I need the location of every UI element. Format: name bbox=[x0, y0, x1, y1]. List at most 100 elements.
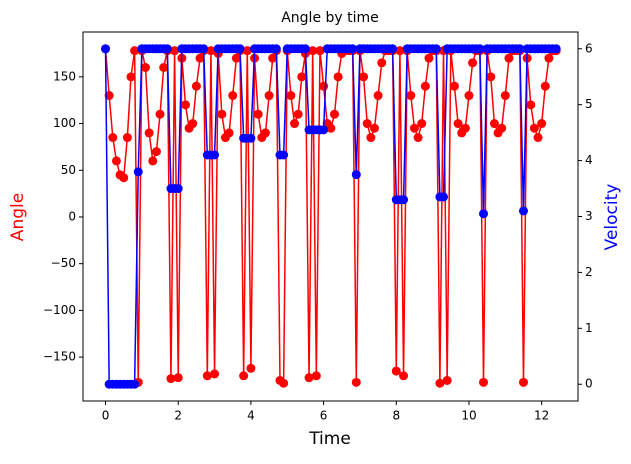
series-marker bbox=[133, 167, 143, 177]
series-marker bbox=[537, 119, 547, 129]
x-tick-label: 6 bbox=[320, 409, 328, 423]
series-marker bbox=[170, 46, 180, 56]
series-marker bbox=[151, 147, 161, 157]
series-marker bbox=[159, 62, 169, 72]
y2-tick-label: 1 bbox=[585, 321, 593, 335]
series-marker bbox=[366, 133, 376, 143]
series-marker bbox=[515, 44, 525, 54]
series-marker bbox=[231, 53, 241, 63]
series-marker bbox=[526, 100, 536, 110]
series-marker bbox=[486, 72, 496, 82]
series-marker bbox=[104, 91, 114, 101]
x-tick-label: 8 bbox=[392, 409, 400, 423]
series-line bbox=[104, 48, 557, 385]
series-marker bbox=[246, 133, 256, 143]
series-marker bbox=[246, 363, 256, 373]
plot-frame bbox=[82, 31, 579, 402]
x-tick-label: 4 bbox=[247, 409, 255, 423]
series-marker bbox=[217, 109, 227, 119]
y-tick-label: 150 bbox=[53, 69, 76, 83]
series-marker bbox=[155, 109, 165, 119]
y-tick-label: −100 bbox=[43, 303, 76, 317]
series-marker bbox=[359, 72, 369, 82]
y-tick-label: 100 bbox=[53, 116, 76, 130]
series-marker bbox=[442, 375, 452, 385]
y2-tick-label: 5 bbox=[585, 97, 593, 111]
series-marker bbox=[311, 371, 321, 381]
series-marker bbox=[529, 123, 539, 133]
series-marker bbox=[144, 128, 154, 138]
series-marker bbox=[290, 119, 300, 129]
y2-tick-label: 4 bbox=[585, 153, 593, 167]
series-marker bbox=[199, 44, 209, 54]
series-marker bbox=[435, 378, 445, 388]
x-tick-label: 2 bbox=[174, 409, 182, 423]
series-marker bbox=[377, 58, 387, 68]
y2-tick-label: 0 bbox=[585, 377, 593, 391]
series-marker bbox=[191, 81, 201, 91]
series-marker bbox=[130, 379, 140, 389]
series-marker bbox=[210, 150, 220, 160]
series-marker bbox=[409, 123, 419, 133]
series-marker bbox=[388, 44, 398, 54]
y2-tick-label: 2 bbox=[585, 265, 593, 279]
series-marker bbox=[297, 72, 307, 82]
x-tick-label: 0 bbox=[102, 409, 110, 423]
series-marker bbox=[399, 371, 409, 381]
series-marker bbox=[308, 46, 318, 56]
series-marker bbox=[195, 53, 205, 63]
series-marker bbox=[268, 53, 278, 63]
series-marker bbox=[333, 72, 343, 82]
series-marker bbox=[166, 374, 176, 384]
series-marker bbox=[279, 378, 289, 388]
series-marker bbox=[453, 119, 463, 129]
y2-tick-label: 3 bbox=[585, 209, 593, 223]
series-marker bbox=[362, 119, 372, 129]
series-marker bbox=[479, 209, 489, 219]
series-marker bbox=[468, 58, 478, 68]
series-marker bbox=[279, 150, 289, 160]
series-marker bbox=[173, 373, 183, 383]
series-marker bbox=[406, 91, 416, 101]
series-marker bbox=[300, 44, 310, 54]
series-marker bbox=[315, 46, 325, 56]
series-marker bbox=[326, 123, 336, 133]
series-marker bbox=[206, 46, 216, 56]
series-marker bbox=[130, 46, 140, 56]
series-marker bbox=[101, 44, 111, 54]
series-marker bbox=[228, 91, 238, 101]
series-marker bbox=[148, 156, 158, 166]
series-marker bbox=[271, 44, 281, 54]
series-marker bbox=[304, 373, 314, 383]
series-marker bbox=[224, 128, 234, 138]
series-marker bbox=[417, 119, 427, 129]
series-marker bbox=[348, 44, 358, 54]
y2-tick-label: 6 bbox=[585, 41, 593, 55]
y-tick-label: −150 bbox=[43, 350, 76, 364]
series-marker bbox=[544, 53, 554, 63]
series-marker bbox=[369, 123, 379, 133]
series-marker bbox=[475, 44, 485, 54]
chart-title: Angle by time bbox=[281, 10, 379, 26]
series-marker bbox=[293, 109, 303, 119]
series-marker bbox=[111, 156, 121, 166]
x-tick-label: 12 bbox=[534, 409, 549, 423]
series-marker bbox=[180, 100, 190, 110]
series-marker bbox=[533, 133, 543, 143]
series-marker bbox=[351, 170, 361, 180]
y-tick-label: −50 bbox=[51, 256, 76, 270]
series-marker bbox=[242, 46, 252, 56]
series-marker bbox=[399, 195, 409, 205]
series-marker bbox=[264, 91, 274, 101]
series-marker bbox=[141, 62, 151, 72]
series-marker bbox=[188, 119, 198, 129]
series-marker bbox=[173, 184, 183, 194]
series-marker bbox=[424, 53, 434, 63]
series-marker bbox=[500, 91, 510, 101]
x-tick-label: 10 bbox=[461, 409, 476, 423]
series-marker bbox=[439, 192, 449, 202]
y-tick-label: 50 bbox=[61, 163, 76, 177]
y-axis-label: Angle bbox=[8, 193, 28, 241]
series-marker bbox=[479, 377, 489, 387]
